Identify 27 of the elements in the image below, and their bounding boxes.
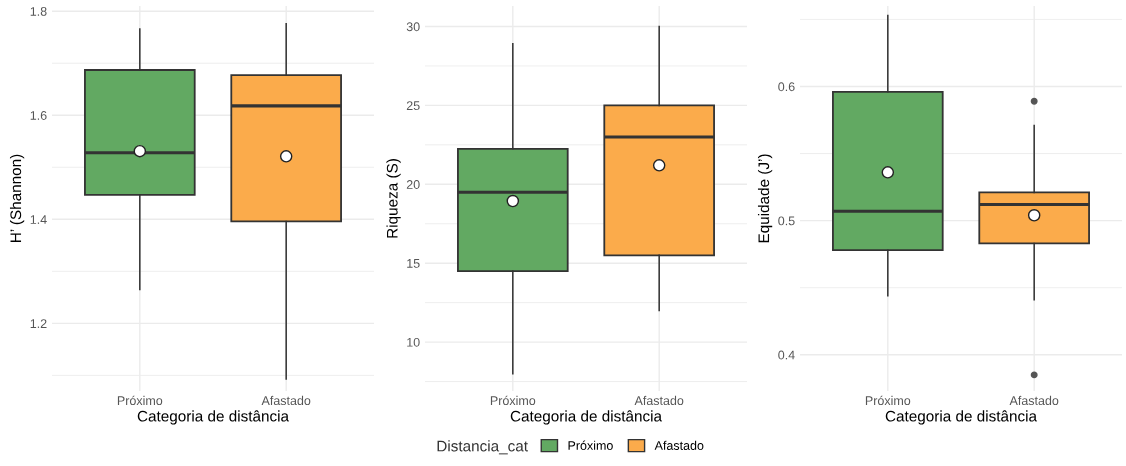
x-tick-label: Afastado	[1009, 395, 1059, 406]
y-tick-label: 30	[406, 22, 420, 32]
y-axis-title: H’ (Shannon)	[9, 154, 25, 242]
legend-title: Distancia_cat	[437, 440, 528, 455]
y-tick-label: 1.6	[30, 111, 47, 120]
x-axis-title: Categoria de distância	[885, 410, 1038, 425]
y-tick-label: 1.2	[30, 319, 47, 328]
x-tick-label: Próximo	[117, 395, 163, 406]
y-tick-label: 25	[406, 101, 420, 111]
y-tick-label: 0.6	[778, 82, 795, 92]
x-tick-label: Afastado	[261, 395, 311, 406]
y-axis-title: Riqueza (S)	[386, 159, 401, 238]
y-tick-label: 1.4	[30, 215, 47, 224]
legend-label: Afastado	[654, 440, 704, 450]
y-tick-label: 0.5	[778, 216, 795, 226]
x-tick-label: Próximo	[490, 395, 536, 406]
x-axis-title: Categoria de distância	[510, 410, 663, 425]
x-axis-title: Categoria de distância	[137, 410, 290, 425]
y-tick-label: 0.4	[778, 350, 795, 360]
y-tick-label: 10	[407, 337, 420, 347]
y-tick-label: 1.8	[30, 7, 47, 16]
legend-label: Próximo	[568, 440, 613, 450]
y-tick-label: 20	[406, 180, 420, 189]
x-tick-label: Afastado	[634, 395, 684, 406]
x-tick-label: Próximo	[865, 395, 911, 406]
y-tick-label: 15	[407, 259, 420, 268]
y-axis-title: Equidade (J’)	[757, 154, 773, 243]
